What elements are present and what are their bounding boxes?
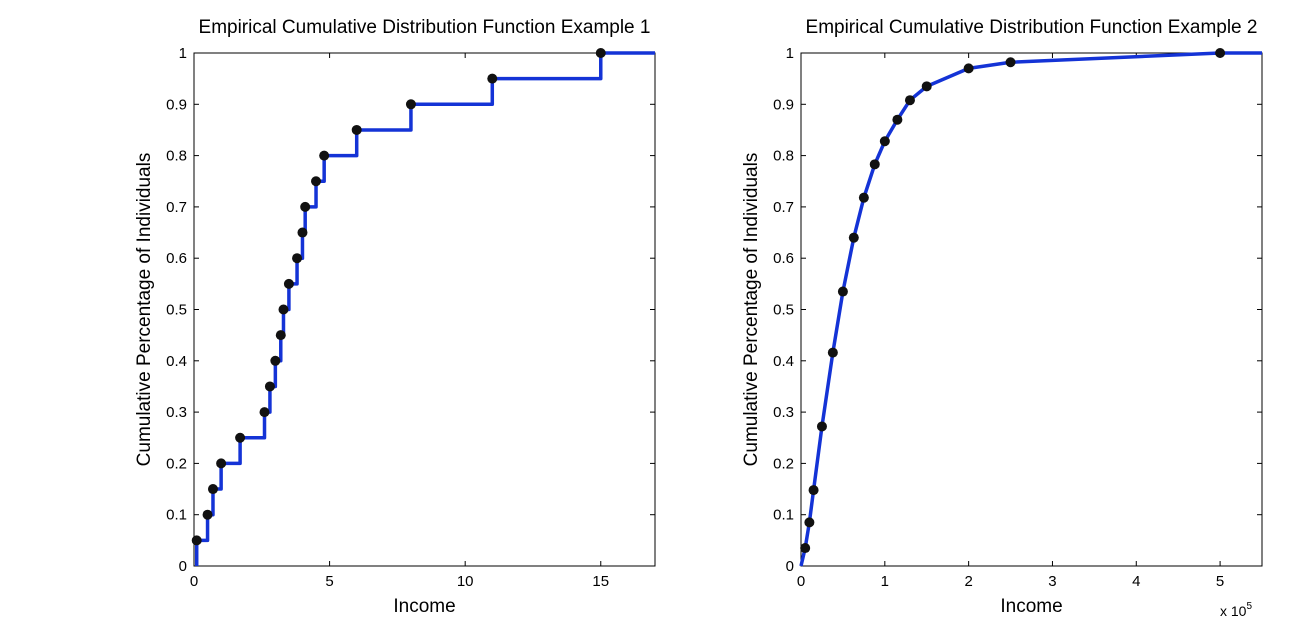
chart-1-y-tick-label: 0.3 bbox=[166, 404, 187, 421]
chart-1-y-tick-label: 0.2 bbox=[166, 455, 187, 472]
chart-1-y-tick-label: 0.6 bbox=[166, 250, 187, 267]
chart-2-data-point bbox=[869, 159, 880, 170]
chart-1-x-tick-label: 0 bbox=[190, 573, 198, 590]
chart-2-y-tick-label: 1 bbox=[786, 45, 794, 62]
chart-1-data-point bbox=[278, 304, 289, 315]
chart-1-data-point bbox=[595, 48, 606, 58]
chart-1-y-tick-label: 0.4 bbox=[166, 353, 187, 370]
chart-1-data-point bbox=[487, 73, 498, 84]
chart-2-title: Empirical Cumulative Distribution Functi… bbox=[806, 17, 1258, 38]
chart-2-y-tick-label: 0.8 bbox=[773, 148, 794, 165]
chart-2-data-point bbox=[1215, 48, 1226, 58]
chart-2-x-axis-label: Income bbox=[1000, 596, 1062, 617]
chart-2-y-tick-label: 0.5 bbox=[773, 302, 794, 319]
chart-2-ecdf-line bbox=[799, 51, 1262, 567]
chart-2-y-tick-label: 0 bbox=[786, 558, 794, 575]
chart-1-data-point bbox=[202, 509, 213, 520]
chart-2-data-point bbox=[800, 543, 811, 554]
chart-2-data-point bbox=[848, 232, 859, 243]
chart-2-x-tick-label: 3 bbox=[1048, 573, 1056, 590]
chart-2-y-axis-label: Cumulative Percentage of Individuals bbox=[741, 153, 762, 467]
chart-1-data-point bbox=[235, 432, 246, 443]
chart-2-y-tick-label: 0.6 bbox=[773, 250, 794, 267]
ecdf-chart-2: Empirical Cumulative Distribution Functi… bbox=[741, 17, 1263, 619]
chart-2-x-tick-label: 1 bbox=[881, 573, 889, 590]
chart-1-x-tick-label: 10 bbox=[457, 573, 474, 590]
chart-2-data-point bbox=[963, 63, 974, 74]
chart-2-data-point bbox=[808, 485, 819, 496]
chart-1-data-point bbox=[292, 253, 303, 264]
chart-1-title: Empirical Cumulative Distribution Functi… bbox=[199, 17, 651, 38]
chart-2-x-exponent-label: x 105 bbox=[1220, 601, 1252, 619]
chart-2-x-tick-label: 2 bbox=[964, 573, 972, 590]
chart-1-data-point bbox=[297, 227, 308, 238]
chart-2-axes-box bbox=[800, 52, 1263, 567]
chart-2-data-point bbox=[816, 421, 827, 432]
chart-1-data-point bbox=[259, 407, 270, 418]
chart-2-data-point bbox=[1005, 57, 1016, 68]
chart-1-data-point bbox=[351, 124, 362, 135]
chart-1-y-tick-label: 0 bbox=[179, 558, 187, 575]
chart-1-data-point bbox=[270, 355, 281, 366]
chart-1-data-point bbox=[300, 201, 311, 212]
chart-1-data-point bbox=[319, 150, 330, 161]
chart-2-data-point bbox=[904, 95, 915, 106]
chart-1-x-tick-label: 15 bbox=[592, 573, 609, 590]
chart-2-y-tick-label: 0.4 bbox=[773, 353, 794, 370]
chart-1-data-point bbox=[216, 458, 227, 469]
ecdf-chart-1: Empirical Cumulative Distribution Functi… bbox=[134, 17, 656, 617]
chart-2-x-tick-label: 4 bbox=[1132, 573, 1140, 590]
chart-2-x-exponent-power: 5 bbox=[1246, 601, 1252, 612]
chart-1-y-tick-label: 0.7 bbox=[166, 199, 187, 216]
chart-1-data-point bbox=[191, 535, 202, 546]
chart-1-data-point bbox=[283, 278, 294, 289]
chart-2-y-tick-label: 0.3 bbox=[773, 404, 794, 421]
chart-1-y-tick-label: 0.9 bbox=[166, 96, 187, 113]
chart-1-y-tick-label: 0.1 bbox=[166, 507, 187, 524]
chart-2-y-tick-label: 0.1 bbox=[773, 507, 794, 524]
chart-2-data-point bbox=[827, 347, 838, 358]
chart-1-x-tick-label: 5 bbox=[325, 573, 333, 590]
chart-2-y-tick-label: 0.9 bbox=[773, 96, 794, 113]
chart-1-axes-box bbox=[193, 52, 656, 567]
chart-1-ecdf-line bbox=[194, 51, 655, 566]
chart-2-data-point bbox=[892, 114, 903, 125]
chart-2-data-point bbox=[879, 136, 890, 147]
chart-2-data-point bbox=[858, 192, 869, 203]
chart-2-data-point bbox=[921, 81, 932, 92]
chart-2-data-point bbox=[837, 286, 848, 297]
chart-1-data-point bbox=[275, 330, 286, 341]
chart-2-x-tick-label: 0 bbox=[797, 573, 805, 590]
chart-1-x-axis-label: Income bbox=[393, 596, 455, 617]
chart-1-data-point bbox=[405, 99, 416, 110]
chart-2-x-tick-label: 5 bbox=[1216, 573, 1224, 590]
chart-2-x-exponent-base: x 10 bbox=[1220, 603, 1247, 619]
chart-2-y-tick-label: 0.7 bbox=[773, 199, 794, 216]
chart-1-data-point bbox=[264, 381, 275, 392]
chart-2-y-tick-label: 0.2 bbox=[773, 455, 794, 472]
chart-1-data-point bbox=[207, 484, 218, 495]
chart-1-data-point bbox=[311, 176, 322, 187]
chart-2-data-point bbox=[804, 517, 815, 528]
chart-1-y-tick-label: 1 bbox=[179, 45, 187, 62]
chart-1-y-axis-label: Cumulative Percentage of Individuals bbox=[134, 153, 155, 467]
chart-1-y-tick-label: 0.8 bbox=[166, 148, 187, 165]
chart-1-y-tick-label: 0.5 bbox=[166, 302, 187, 319]
